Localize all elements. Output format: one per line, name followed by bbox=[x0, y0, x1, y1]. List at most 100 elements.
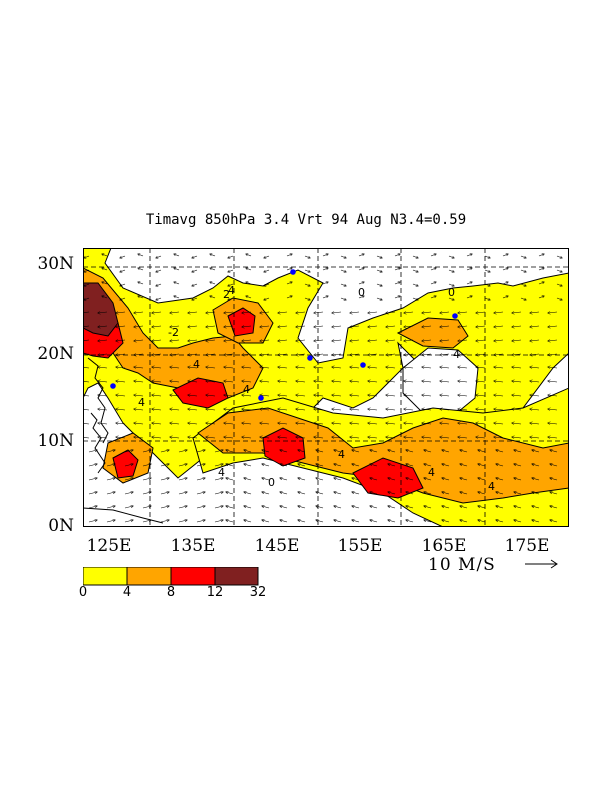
wind-vector bbox=[134, 409, 144, 410]
wind-vector bbox=[228, 256, 234, 258]
wind-vector bbox=[494, 423, 504, 424]
wind-vector bbox=[296, 423, 306, 424]
wind-vector bbox=[520, 270, 526, 272]
wind-vector bbox=[102, 268, 108, 270]
contour-label: 4 bbox=[428, 466, 435, 479]
colorbar-label-8: 8 bbox=[166, 585, 176, 600]
colorbar-label-12: 12 bbox=[206, 585, 224, 600]
wind-vector bbox=[520, 298, 526, 300]
wind-vector bbox=[134, 340, 144, 341]
wind-vector bbox=[502, 296, 508, 298]
wind-vector bbox=[538, 268, 544, 270]
wind-vector bbox=[156, 256, 162, 258]
wind-vector bbox=[496, 464, 504, 467]
wind-vector bbox=[538, 282, 544, 284]
wind-vector bbox=[152, 354, 162, 355]
wind-vector bbox=[530, 312, 540, 313]
wind-vector bbox=[548, 354, 558, 355]
wind-vector bbox=[278, 354, 288, 355]
wind-vector bbox=[152, 437, 162, 438]
wind-vector bbox=[458, 437, 468, 438]
wind-vector bbox=[496, 478, 504, 481]
wind-vector bbox=[458, 381, 468, 382]
wind-vector bbox=[430, 296, 436, 298]
wind-vector bbox=[188, 340, 198, 341]
wind-vector bbox=[88, 464, 97, 467]
wind-vector bbox=[466, 254, 472, 256]
wind-vector bbox=[550, 478, 558, 481]
wind-vector bbox=[556, 256, 562, 258]
wind-vector bbox=[244, 450, 252, 453]
wind-vector bbox=[242, 409, 252, 410]
wind-vector bbox=[370, 520, 378, 523]
wind-vector bbox=[314, 409, 324, 410]
wind-vector bbox=[532, 464, 540, 467]
wind-vector bbox=[332, 437, 342, 438]
wind-vector bbox=[170, 340, 180, 341]
wind-vector bbox=[332, 354, 342, 355]
wind-vector bbox=[494, 340, 504, 341]
wind-vector bbox=[550, 492, 558, 495]
wind-vector bbox=[178, 506, 187, 509]
wind-vector bbox=[210, 268, 216, 270]
wind-vector bbox=[404, 437, 414, 438]
wind-vector bbox=[106, 520, 115, 523]
wind-vector bbox=[478, 520, 486, 523]
wind-vector bbox=[556, 284, 562, 286]
wind-vector bbox=[460, 464, 468, 467]
wind-vector bbox=[102, 296, 108, 298]
wind-vector bbox=[196, 478, 205, 481]
wind-vector bbox=[260, 423, 270, 424]
wind-vector bbox=[458, 423, 468, 424]
wind-vector bbox=[188, 354, 198, 355]
wind-vector bbox=[406, 520, 414, 523]
lon-label-135e: 135E bbox=[170, 536, 216, 556]
wind-vector bbox=[116, 381, 126, 382]
wind-vector bbox=[386, 340, 396, 341]
wind-vector bbox=[178, 492, 187, 495]
wind-vector bbox=[440, 395, 450, 396]
wind-vector bbox=[334, 464, 342, 467]
wind-vector bbox=[280, 506, 288, 509]
wind-vector bbox=[358, 254, 364, 256]
wind-vector bbox=[458, 326, 468, 327]
wind-vector bbox=[98, 409, 108, 410]
wind-vector bbox=[98, 423, 108, 424]
colorbar-bin-3 bbox=[214, 567, 259, 586]
wind-vector bbox=[512, 367, 522, 368]
wind-vector bbox=[514, 506, 522, 509]
wind-vector bbox=[352, 492, 360, 495]
wind-vector bbox=[352, 450, 360, 453]
wind-vector bbox=[440, 423, 450, 424]
wind-vector bbox=[304, 298, 310, 300]
wind-vector bbox=[244, 520, 252, 523]
wind-vector bbox=[170, 354, 180, 355]
wind-vector bbox=[388, 492, 396, 495]
wind-vector bbox=[296, 409, 306, 410]
wind-vector bbox=[404, 367, 414, 368]
wind-vector bbox=[178, 464, 187, 467]
wind-vector bbox=[206, 354, 216, 355]
wind-vector bbox=[192, 284, 198, 286]
wind-vector bbox=[192, 256, 198, 258]
wind-vector bbox=[442, 506, 450, 509]
contour-label: 4 bbox=[488, 480, 495, 493]
wind-vector bbox=[340, 256, 346, 258]
wind-vector bbox=[116, 395, 126, 396]
contour-fill-0-4 bbox=[83, 248, 569, 479]
wind-vector bbox=[460, 478, 468, 481]
wind-vector bbox=[83, 423, 90, 425]
wind-vector bbox=[298, 478, 306, 481]
wind-vector bbox=[206, 395, 216, 396]
contour-label: 4 bbox=[138, 396, 145, 409]
wind-vector bbox=[424, 450, 432, 453]
wind-vector bbox=[84, 270, 90, 272]
wind-vector bbox=[88, 520, 97, 523]
wind-vector bbox=[83, 409, 90, 411]
wind-vector bbox=[188, 381, 198, 382]
wind-vector bbox=[286, 268, 292, 270]
wind-vector bbox=[156, 270, 162, 272]
wind-vector bbox=[278, 367, 288, 368]
wind-vector bbox=[98, 354, 108, 355]
wind-vector bbox=[422, 395, 432, 396]
